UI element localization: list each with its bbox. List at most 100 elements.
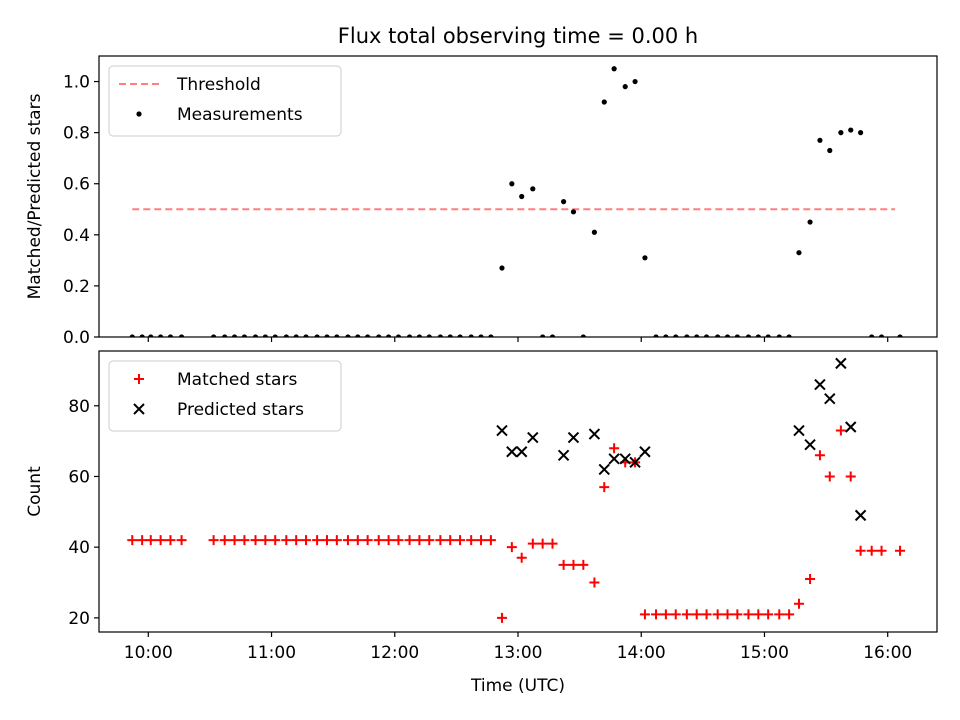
measurement-point [241,334,248,337]
matched-star-marker [589,577,600,588]
x-tick-label: 14:00 [617,643,666,663]
matched-star-marker [876,545,887,556]
matched-star-marker [466,535,477,546]
matched-star-marker [793,598,804,609]
matched-star-marker [342,535,353,546]
matched-star-marker [404,535,415,546]
matched-star-marker [312,535,323,546]
matched-star-marker [145,535,156,546]
y-tick-label: 60 [68,467,90,487]
measurement-point [211,334,217,337]
predicted-star-marker [793,424,805,437]
measurement-point [549,334,556,337]
matched-star-marker [496,612,507,623]
legend-label: Matched stars [177,370,297,390]
matched-star-marker [239,535,250,546]
predicted-star-marker [845,421,857,433]
y-tick-label: 1.0 [63,73,90,93]
matched-star-marker [291,535,302,546]
measurement-point [509,181,515,187]
measurement-point [345,334,351,337]
legend-box [108,65,342,137]
measurement-point [878,334,885,337]
matched-star-marker [127,535,138,546]
predicted-star-marker [496,424,508,437]
measurement-point [848,127,854,133]
measurement-point [560,199,567,205]
measurement-point [406,334,413,337]
matched-star-marker [895,545,906,556]
predicted-star-marker [598,463,610,476]
measurement-point [715,334,721,337]
measurement-point [426,334,432,337]
y-tick-label: 0.4 [63,226,90,246]
matched-star-marker [281,535,292,546]
measurement-point [262,334,268,337]
matched-star-marker [260,535,271,546]
matched-star-marker [578,559,589,570]
matched-star-marker [691,609,702,620]
matched-star-marker [763,609,774,620]
measurement-point [178,334,185,337]
y-tick-label: 0.8 [63,124,90,144]
y-axis-label: Count [25,466,45,517]
matched-star-marker [866,545,877,556]
matched-star-marker [527,538,538,549]
legend-marker [133,403,145,415]
matched-star-marker [362,535,373,546]
x-tick-label: 11:00 [247,643,296,663]
measurement-point [580,334,586,337]
legend-box [108,360,342,432]
measurement-point [167,334,174,337]
measurement-point [827,147,833,154]
matched-star-marker [805,573,816,584]
predicted-star-marker [515,446,528,458]
y-tick-label: 80 [68,397,90,417]
matched-star-marker [250,535,261,546]
measurement-point [386,334,392,337]
matched-star-marker [165,535,176,546]
data-layer [127,357,906,623]
matched-star-marker [855,545,866,556]
measurement-point [478,334,484,337]
measurement-point [869,334,875,337]
legend-marker [136,111,142,117]
measurement-point [272,334,278,337]
matched-star-marker [270,535,281,546]
measurement-point [694,334,700,337]
measurement-point [324,334,330,337]
x-tick-label: 16:00 [863,643,912,663]
matched-star-marker [660,609,671,620]
measurement-point [591,229,598,235]
data-layer [129,66,903,337]
x-tick-label: 10:00 [124,643,173,663]
legend: Matched stars Predicted stars [108,360,342,432]
legend-label: Predicted stars [177,400,304,420]
measurement-point [334,334,340,337]
measurement-point [745,334,752,337]
measurement-point [231,334,238,337]
matched-star-marker [155,535,166,546]
top-panel: 0.0 0.2 0.4 0.6 0.8 1.0 Matched/Predicted star… [25,55,938,348]
measurement-point [786,334,792,337]
y-axis-label: Matched/Predicted stars [25,93,45,299]
matched-star-marker [537,538,548,549]
matched-star-marker [331,535,342,546]
measurement-point [395,334,402,337]
matched-star-marker [455,535,466,546]
measurement-point [601,99,607,105]
measurement-point [355,334,361,337]
matched-star-marker [485,535,496,546]
matched-star-marker [568,559,579,570]
matched-star-marker [176,535,187,546]
matched-star-marker [599,482,610,493]
measurement-point [376,334,382,337]
measurement-point [807,219,813,225]
matched-star-marker [435,535,446,546]
matched-star-marker [424,535,435,546]
measurement-point [663,334,669,337]
measurement-point [416,334,423,337]
measurement-point [673,334,679,337]
measurement-point [293,334,299,337]
measurement-point [530,186,536,192]
